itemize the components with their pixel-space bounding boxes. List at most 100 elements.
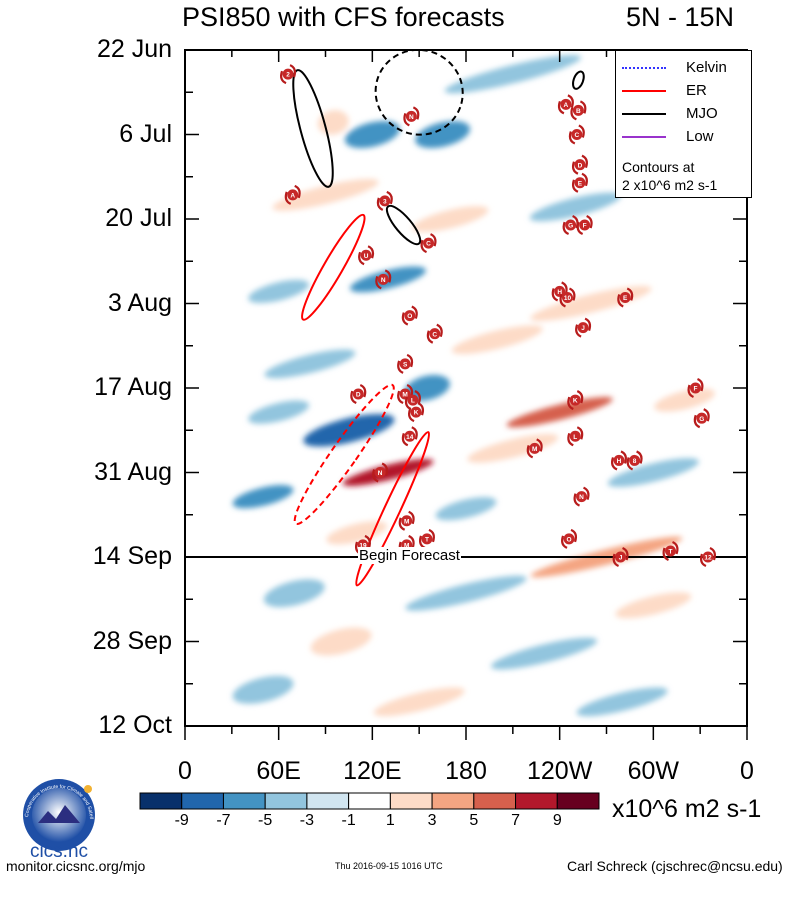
storm-swirl-icon (408, 402, 425, 423)
begin-forecast-label: Begin Forecast (358, 547, 461, 564)
storm-marker: H (551, 281, 568, 302)
x-tick-label: 0 (178, 757, 192, 785)
storm-marker: 12 (699, 546, 716, 568)
storm-body (689, 382, 701, 394)
storm-marker: K (408, 402, 425, 423)
storm-marker: N (573, 486, 590, 507)
storm-label: L (411, 398, 415, 405)
storm-marker: N (403, 106, 420, 127)
storm-swirl-icon (611, 450, 627, 471)
storm-swirl-icon (372, 462, 389, 483)
storm-marker: C (426, 323, 443, 344)
anomaly-patch (435, 497, 497, 521)
storm-marker: 2 (280, 64, 297, 85)
x-tick-label: 0 (740, 757, 754, 785)
storm-body (613, 454, 625, 466)
storm-body (563, 533, 575, 545)
storm-swirl-icon (284, 184, 301, 205)
storm-marker: C (420, 233, 437, 254)
colorbar-swatch (222, 792, 266, 810)
storm-swirl-icon (376, 190, 393, 211)
storm-body (282, 68, 294, 80)
storm-body (629, 454, 641, 466)
mjo-contour (292, 69, 334, 188)
colorbar-swatch (515, 792, 558, 810)
storm-body (401, 515, 413, 527)
storm-label: 2 (286, 72, 290, 79)
er-line-swatch (622, 90, 666, 92)
legend-label: MJO (686, 105, 718, 122)
anomaly-patch (263, 579, 325, 608)
y-tick-label: 20 Jul (105, 204, 172, 232)
storm-swirl-icon (397, 353, 414, 374)
storm-swirl-icon (617, 287, 634, 308)
anomaly-patch (232, 675, 294, 704)
storm-label: 8 (633, 458, 637, 465)
colorbar-level-label: -7 (216, 812, 231, 829)
legend-note: Contours at (622, 159, 695, 175)
storm-label: 19 (359, 543, 367, 550)
anomaly-patch (576, 687, 668, 717)
storm-body (379, 195, 391, 207)
legend-item-kelvin: Kelvin (616, 57, 751, 79)
colorbar-swatch (389, 792, 433, 810)
storm-marker: M (526, 438, 543, 459)
storm-label: T (669, 549, 673, 556)
storm-body (574, 177, 586, 189)
y-tick-label: 17 Aug (94, 373, 172, 401)
storm-label: E (578, 180, 583, 187)
storm-marker: H (611, 450, 627, 471)
storm-label: N (579, 494, 584, 501)
storm-swirl-icon (570, 100, 587, 121)
anomaly-patch (248, 400, 310, 424)
colorbar-level-label: -1 (341, 812, 356, 829)
storm-body (571, 129, 583, 140)
anomaly-patch (232, 485, 294, 509)
anomaly-patch (326, 521, 388, 545)
storm-marker: 14 (401, 426, 418, 447)
storm-label: K (414, 410, 419, 417)
storm-marker: N (372, 462, 389, 483)
y-tick-label: 6 Jul (119, 119, 172, 148)
storm-label: K (573, 398, 578, 405)
storm-body (615, 551, 627, 563)
storm-label: T (425, 536, 429, 543)
anomaly-patch (412, 206, 489, 232)
storm-label: B (576, 108, 581, 115)
kelvin-line-swatch (622, 67, 666, 69)
er-contour (355, 431, 431, 587)
storm-label: E (623, 295, 628, 302)
storm-swirl-icon (398, 510, 415, 531)
storm-label: M (404, 518, 409, 525)
colorbar-units: x10^6 m2 s-1 (612, 795, 762, 823)
anomaly-patch (444, 55, 582, 94)
storm-body (554, 285, 566, 297)
storm-label: F (693, 386, 697, 393)
anomaly-patch (264, 349, 356, 379)
colorbar-level-label: -9 (174, 812, 189, 829)
storm-body (287, 189, 299, 201)
storm-label: U (364, 253, 369, 260)
storm-label: C (432, 331, 437, 338)
anomaly-patch (490, 637, 598, 670)
anomaly-patch (615, 592, 692, 619)
storm-swirl-icon (420, 233, 437, 254)
y-tick-label: 28 Sep (92, 626, 172, 655)
storm-swirl-icon (575, 317, 592, 338)
er-contour (301, 213, 366, 321)
storm-body (423, 237, 435, 249)
storm-label: M (532, 446, 537, 453)
storm-swirl-icon (571, 154, 588, 175)
storm-marker: A (557, 94, 574, 115)
x-tick-label: 60W (627, 757, 680, 785)
storm-label: 14 (406, 434, 414, 441)
logo-text: cics.nc (30, 841, 88, 860)
cics-logo: Cooperative Institute for Climate and Sa… (10, 775, 95, 860)
storm-body (569, 394, 581, 406)
storm-swirl-icon (612, 546, 629, 568)
storm-body (410, 406, 422, 418)
storm-body (352, 388, 364, 400)
storm-label: H (617, 458, 622, 465)
storm-label: A (290, 192, 295, 199)
